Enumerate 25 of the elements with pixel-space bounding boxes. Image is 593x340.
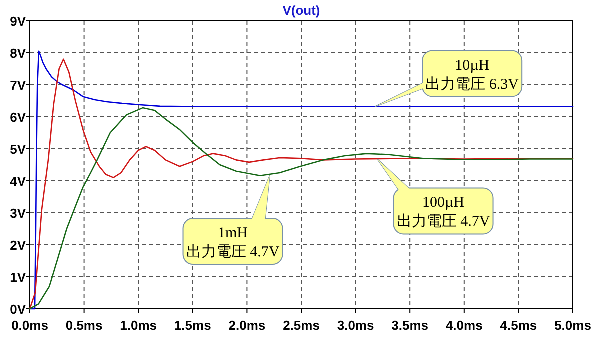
y-tick-label: 4V [10, 174, 26, 189]
y-tick-label: 7V [10, 78, 26, 93]
x-tick-label: 3.5ms [392, 318, 429, 333]
x-tick-label: 2.0ms [228, 318, 266, 333]
y-tick-label: 2V [10, 238, 26, 253]
x-tick-label: 1.5ms [174, 318, 212, 333]
y-tick-label: 1V [10, 270, 26, 285]
y-tick-label: 0V [10, 302, 26, 317]
chart-title: V(out) [282, 3, 320, 18]
x-tick-label: 4.5ms [500, 318, 538, 333]
y-tick-label: 5V [10, 142, 26, 157]
y-tick-label: 8V [10, 46, 26, 61]
y-tick-label: 9V [10, 14, 26, 29]
x-tick-label: 5.0ms [554, 318, 592, 333]
annotation: 1mH 出力電圧 4.7V [186, 226, 280, 261]
x-tick-label: 3.0ms [337, 318, 374, 333]
annotation: 10µH 出力電圧 6.3V [426, 58, 520, 93]
y-tick-label: 3V [10, 206, 26, 221]
x-tick-label: 0.0ms [12, 318, 48, 333]
annotation: 100µH 出力電圧 4.7V [396, 195, 490, 230]
x-tick-label: 0.5ms [66, 318, 103, 333]
x-tick-label: 1.0ms [120, 318, 158, 333]
y-tick-label: 6V [10, 110, 26, 125]
x-tick-label: 4.0ms [446, 318, 483, 333]
x-tick-label: 2.5ms [283, 318, 320, 333]
